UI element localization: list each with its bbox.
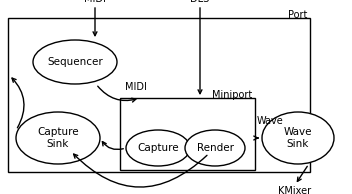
Ellipse shape	[185, 130, 245, 166]
Text: Wave
Sink: Wave Sink	[284, 127, 312, 149]
Ellipse shape	[16, 112, 100, 164]
Text: DLS: DLS	[190, 0, 210, 4]
Text: MIDI: MIDI	[125, 82, 147, 92]
Bar	[8, 18, 310, 172]
Text: Render: Render	[196, 143, 233, 153]
Text: Miniport: Miniport	[212, 90, 252, 100]
Text: Capture
Sink: Capture Sink	[37, 127, 79, 149]
Ellipse shape	[33, 40, 117, 84]
Text: MIDI: MIDI	[84, 0, 106, 4]
Text: Sequencer: Sequencer	[47, 57, 103, 67]
Ellipse shape	[126, 130, 190, 166]
Text: Port: Port	[288, 10, 307, 20]
Bar	[120, 98, 255, 170]
Ellipse shape	[262, 112, 334, 164]
Text: Capture: Capture	[137, 143, 179, 153]
Text: KMixer: KMixer	[278, 186, 312, 194]
Text: Wave: Wave	[257, 116, 284, 126]
